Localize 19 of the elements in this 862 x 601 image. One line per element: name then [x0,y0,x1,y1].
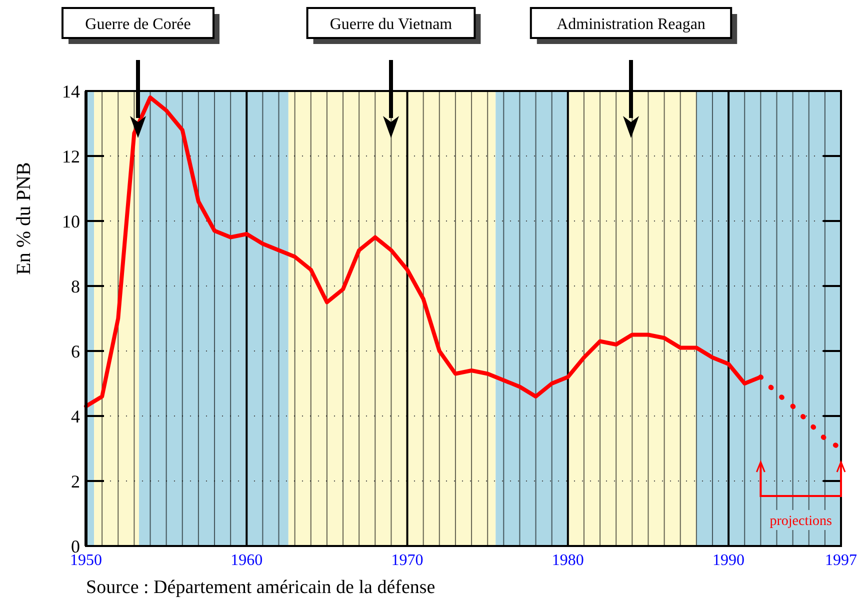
y-tick-label: 6 [71,341,80,362]
y-tick-label: 10 [62,211,80,232]
text: Administration Reagan [556,16,706,33]
y-tick-label: 4 [71,406,80,426]
y-tick-label: 8 [71,276,80,296]
annotation: projections [770,514,832,529]
x-tick-label: 1950 [70,552,102,569]
x-tick-label: 1997 [825,552,857,569]
y-axis-title: En % du PNB [13,162,35,275]
text: Guerre de Corée [85,16,191,33]
y-tick-label: 12 [62,146,80,166]
x-tick-label: 1960 [230,552,263,569]
x-tick-label: 1990 [712,552,745,569]
text: Guerre du Vietnam [330,16,453,33]
source-note: Source : Département américain de la défense [86,577,436,598]
y-tick-label: 14 [62,81,80,102]
x-tick-label: 1980 [552,552,584,569]
y-tick-label: 2 [71,471,80,492]
x-tick-label: 1970 [391,552,424,569]
